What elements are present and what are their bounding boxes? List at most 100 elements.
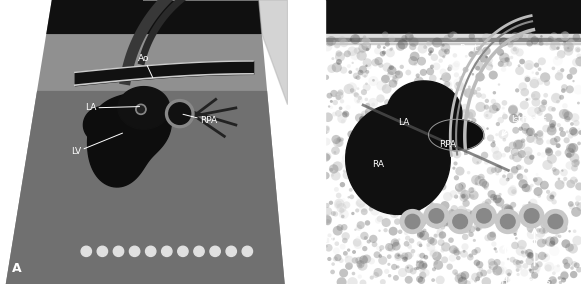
Circle shape [433,233,438,238]
Circle shape [578,130,581,135]
Circle shape [437,120,443,126]
Circle shape [331,262,335,266]
Circle shape [561,180,565,184]
Circle shape [341,224,347,230]
Circle shape [432,139,440,147]
Circle shape [446,208,454,216]
Circle shape [413,99,421,107]
Circle shape [342,198,345,202]
Circle shape [347,196,350,199]
Circle shape [405,118,410,123]
Circle shape [432,178,439,185]
Circle shape [558,151,562,154]
Circle shape [393,240,399,246]
Circle shape [435,211,440,217]
Circle shape [397,155,403,162]
Circle shape [541,181,548,187]
Circle shape [511,167,518,175]
Circle shape [409,43,416,50]
Circle shape [434,185,443,193]
Circle shape [335,139,343,147]
Circle shape [467,171,471,174]
Circle shape [374,164,383,172]
Circle shape [371,128,373,130]
Circle shape [464,221,472,228]
Circle shape [341,215,345,218]
Circle shape [415,74,420,78]
Circle shape [558,178,560,180]
Circle shape [466,109,476,119]
Circle shape [373,272,379,278]
Circle shape [406,206,410,211]
Circle shape [512,47,517,51]
Circle shape [480,270,487,277]
Circle shape [396,71,400,75]
Circle shape [331,147,340,155]
Circle shape [526,40,533,47]
Circle shape [517,264,521,268]
Circle shape [492,140,496,143]
Circle shape [527,229,537,239]
Circle shape [384,269,389,274]
Circle shape [536,138,543,145]
Circle shape [500,214,515,229]
Circle shape [570,271,578,278]
Circle shape [427,237,435,244]
Circle shape [511,32,519,41]
Circle shape [461,194,465,198]
Circle shape [526,128,535,136]
Circle shape [361,110,370,119]
Circle shape [555,234,559,237]
Circle shape [518,179,528,188]
Circle shape [456,138,460,141]
Circle shape [399,217,407,225]
Circle shape [343,171,351,179]
Circle shape [419,272,426,279]
Circle shape [378,229,381,232]
Circle shape [474,46,479,51]
Circle shape [349,195,354,199]
Circle shape [492,103,501,111]
Circle shape [409,37,418,47]
Circle shape [473,239,476,242]
Circle shape [474,280,477,283]
Circle shape [550,138,558,145]
Circle shape [489,261,498,270]
Circle shape [522,218,525,220]
Polygon shape [325,38,581,41]
Circle shape [340,244,346,250]
Circle shape [549,241,555,247]
Circle shape [526,224,536,233]
Circle shape [566,179,575,188]
Circle shape [544,80,550,86]
Circle shape [380,149,385,154]
Circle shape [565,243,574,252]
Circle shape [476,92,482,98]
Circle shape [382,62,392,72]
Circle shape [354,92,359,97]
Circle shape [382,84,392,94]
Circle shape [472,89,478,95]
Circle shape [392,242,401,250]
Circle shape [548,213,551,216]
Circle shape [540,72,550,82]
Circle shape [449,32,458,40]
Circle shape [339,106,342,110]
Circle shape [408,252,414,258]
Circle shape [436,205,445,214]
Circle shape [333,211,338,217]
Circle shape [494,165,502,173]
Circle shape [559,109,569,119]
Circle shape [533,177,538,182]
Circle shape [113,246,124,256]
Circle shape [488,194,497,203]
Circle shape [331,171,340,181]
Circle shape [559,95,564,100]
Circle shape [335,43,340,48]
Circle shape [487,167,494,174]
Circle shape [565,161,574,170]
Circle shape [416,218,426,227]
Circle shape [492,266,503,275]
Circle shape [426,41,429,43]
Circle shape [438,103,444,109]
